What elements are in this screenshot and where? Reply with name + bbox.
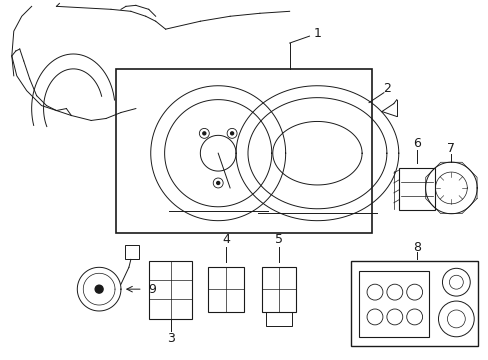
Circle shape	[95, 285, 103, 293]
Circle shape	[203, 132, 205, 135]
Text: 2: 2	[382, 82, 390, 95]
Bar	[265, 312, 291, 326]
Bar	[262, 267, 295, 312]
Bar	[116, 69, 371, 233]
Circle shape	[216, 181, 219, 184]
Text: 1: 1	[313, 27, 321, 40]
Text: 4: 4	[222, 233, 230, 246]
Bar	[350, 261, 477, 346]
Text: 7: 7	[447, 142, 454, 155]
Bar	[208, 267, 244, 312]
Text: 6: 6	[412, 137, 420, 150]
Bar	[398, 168, 434, 210]
Text: 3: 3	[166, 332, 174, 345]
Circle shape	[230, 132, 233, 135]
Bar	[148, 261, 192, 319]
Text: 8: 8	[412, 241, 420, 254]
Bar	[124, 246, 139, 260]
Text: 5: 5	[274, 233, 282, 246]
Text: 9: 9	[148, 283, 156, 296]
